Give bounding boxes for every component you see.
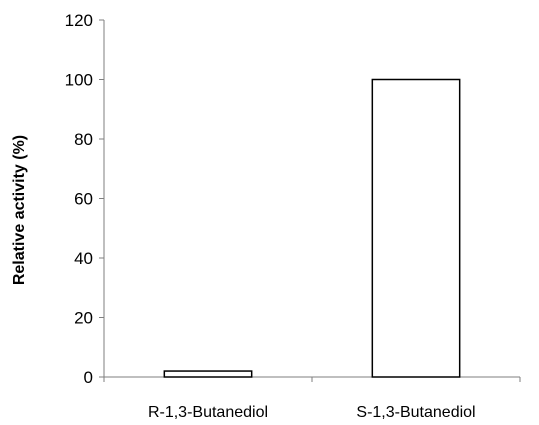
y-tick-label: 60	[74, 190, 93, 209]
y-tick-label: 120	[65, 11, 93, 30]
bar	[163, 370, 253, 378]
y-tick-label: 80	[74, 130, 93, 149]
y-tick-label: 40	[74, 249, 93, 268]
y-tick-label: 100	[65, 71, 93, 90]
bar	[371, 78, 461, 378]
y-tick-label: 0	[84, 368, 93, 387]
x-category-label: S-1,3-Butanediol	[356, 404, 475, 421]
bars	[163, 78, 461, 378]
category-labels: R-1,3-Butanediol S-1,3-Butanediol	[148, 404, 476, 421]
y-axis-title: Relative activity (%)	[11, 135, 28, 285]
y-tick-label: 20	[74, 309, 93, 328]
x-category-label: R-1,3-Butanediol	[148, 404, 268, 421]
y-axis: 0 20 40 60 80 100 120	[65, 11, 105, 387]
